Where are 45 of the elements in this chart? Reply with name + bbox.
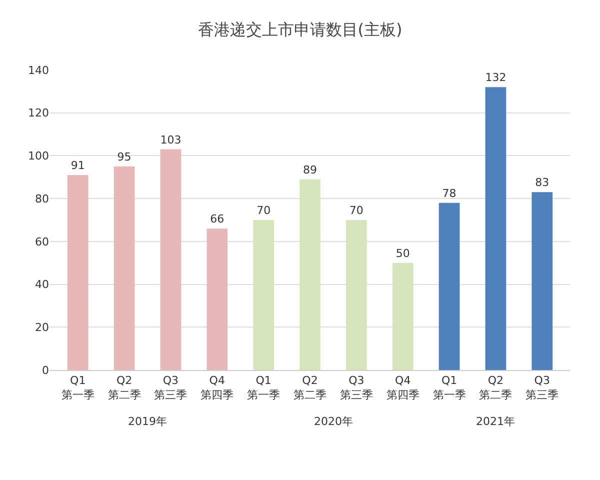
- x-tick-label: Q2 第二季: [294, 374, 326, 402]
- x-tick-label: Q3 第三季: [526, 374, 559, 402]
- x-tick-label: Q2 第二季: [479, 374, 512, 402]
- x-tick-label: Q3 第三季: [340, 374, 373, 402]
- bar: [392, 262, 414, 370]
- bar: [160, 149, 182, 370]
- text: 2021年: [476, 415, 515, 428]
- bar: [67, 175, 88, 370]
- text: 2020年: [314, 415, 353, 428]
- x-tick-label: Q3 第三季: [154, 374, 188, 402]
- bar: [438, 202, 460, 370]
- y-tick-label: 80: [35, 192, 49, 206]
- bar: [485, 87, 506, 370]
- y-tick-label: 20: [35, 320, 49, 334]
- y-tick-label: 60: [35, 235, 49, 248]
- y-tick-label: 40: [35, 278, 49, 292]
- data-label: 95: [117, 150, 132, 164]
- data-label: 70: [256, 204, 271, 217]
- data-label: 83: [535, 176, 550, 190]
- y-tick-label: 100: [28, 150, 49, 163]
- text: 2019年: [128, 415, 167, 428]
- y-tick-label: 0: [42, 364, 49, 377]
- data-label: 78: [442, 186, 456, 200]
- bar: [253, 220, 274, 370]
- x-tick-label: Q1 第一季: [61, 374, 94, 402]
- y-tick-label: 140: [28, 64, 49, 77]
- data-label: 132: [485, 71, 506, 84]
- bar: [206, 228, 228, 370]
- data-label: 66: [210, 212, 224, 226]
- data-label: 91: [70, 159, 85, 172]
- chart-title: 香港递交上市申请数目(主板): [198, 20, 402, 39]
- bar: [114, 166, 135, 370]
- x-tick-label: Q2 第二季: [108, 374, 141, 402]
- data-label: 89: [303, 163, 317, 176]
- x-tick-label: Q4 第四季: [200, 374, 234, 402]
- x-tick-label: Q4 第四季: [386, 374, 420, 402]
- y-tick-label: 120: [28, 106, 49, 120]
- data-label: 103: [160, 133, 182, 146]
- data-label: 50: [396, 246, 410, 260]
- x-tick-label: Q1 第一季: [432, 374, 466, 402]
- bar: [346, 220, 367, 370]
- bar: [300, 179, 320, 370]
- x-tick-label: Q1 第一季: [247, 374, 280, 402]
- bar: [532, 192, 553, 370]
- data-label: 70: [349, 204, 364, 217]
